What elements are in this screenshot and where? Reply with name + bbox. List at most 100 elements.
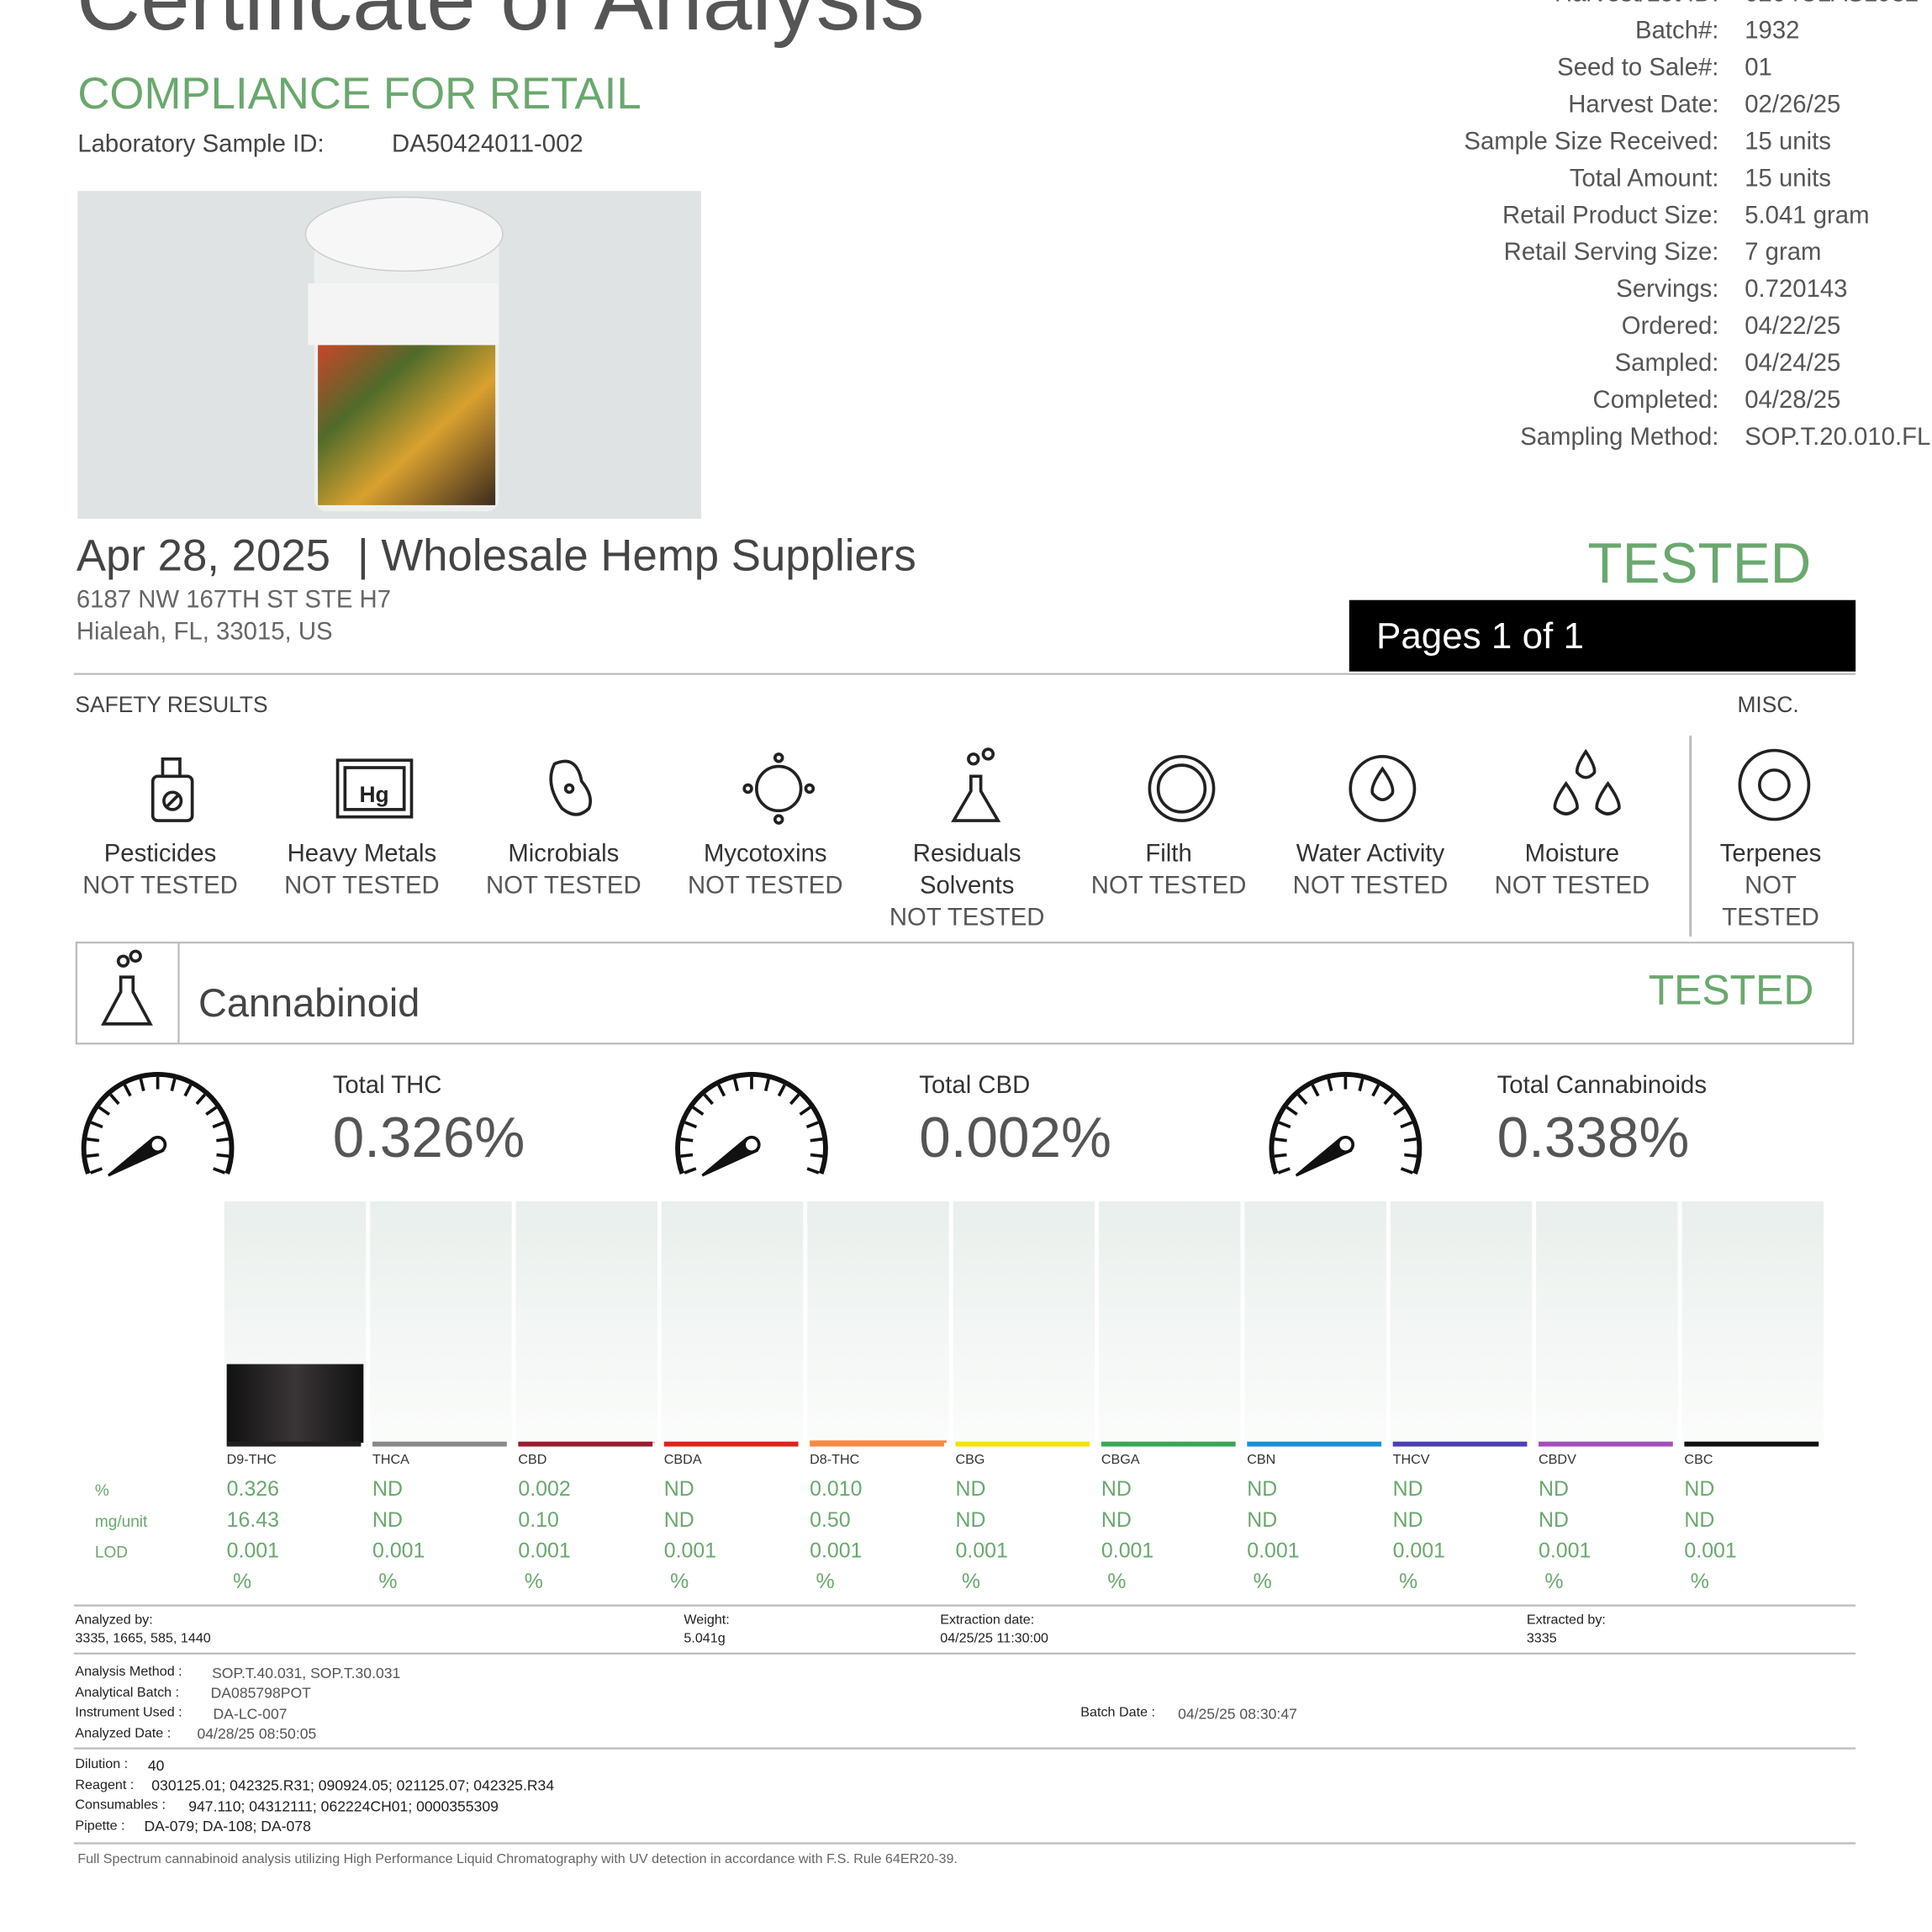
gauge-part bbox=[195, 1093, 207, 1106]
safety-icons bbox=[981, 747, 995, 761]
detail-label: Consumables : bbox=[75, 1797, 166, 1813]
detail-value: 04/25/25 11:30:00 bbox=[940, 1631, 1049, 1647]
gauge-part bbox=[87, 1137, 100, 1143]
analyte-name: CBGA bbox=[1101, 1453, 1140, 1469]
row-label: mg/unit bbox=[94, 1512, 148, 1531]
info-label: Batch#: bbox=[1635, 17, 1719, 45]
total-value: 0.326% bbox=[332, 1106, 525, 1170]
detail-value: 030125.01; 042325.R31; 090924.05; 021125… bbox=[151, 1776, 555, 1795]
info-label: Completed: bbox=[1592, 387, 1719, 414]
gauge-part bbox=[139, 1078, 145, 1092]
gauge-part bbox=[692, 1106, 705, 1116]
safety-icons bbox=[1553, 780, 1579, 816]
bar-column bbox=[953, 1201, 1095, 1444]
safety-icons bbox=[1738, 748, 1811, 821]
analyte-percent: 0.002 bbox=[518, 1476, 571, 1501]
test-status: NOT TESTED bbox=[1722, 872, 1819, 932]
analyte-name: CBN bbox=[1247, 1453, 1276, 1469]
analyte-name: D9-THC bbox=[226, 1453, 277, 1469]
section-title: Cannabinoid bbox=[198, 980, 420, 1026]
safety-item: Pesticides NOT TESTED bbox=[61, 838, 258, 902]
detail-label: Extraction date: bbox=[940, 1613, 1035, 1628]
detail-label: Instrument Used : bbox=[75, 1705, 182, 1721]
analyte-mg-unit: 0.50 bbox=[810, 1507, 851, 1532]
color-line bbox=[1392, 1441, 1528, 1447]
detail-label: Analytical Batch : bbox=[75, 1685, 180, 1701]
bar-column bbox=[1098, 1201, 1241, 1444]
info-value: 5.041 gram bbox=[1745, 202, 1870, 230]
product-photo bbox=[77, 191, 701, 520]
analyte-lod: 0.001 bbox=[1101, 1539, 1154, 1563]
detail-value: 3335, 1665, 585, 1440 bbox=[75, 1631, 211, 1647]
bar-column bbox=[1390, 1201, 1533, 1444]
gauge-part bbox=[763, 1078, 770, 1092]
safety-item: Residuals Solvents NOT TESTED bbox=[868, 838, 1065, 934]
info-label: Retail Product Size: bbox=[1502, 202, 1719, 230]
gauge-part bbox=[216, 1153, 230, 1158]
gauge-part bbox=[1269, 1072, 1423, 1175]
bar-column bbox=[807, 1201, 949, 1444]
analyte-lod-unit: % bbox=[670, 1569, 689, 1593]
test-status: NOT TESTED bbox=[82, 872, 238, 900]
test-status: NOT TESTED bbox=[486, 872, 641, 900]
bar-column bbox=[1244, 1201, 1386, 1444]
info-value: 7 gram bbox=[1745, 239, 1822, 267]
test-status: NOT TESTED bbox=[889, 904, 1045, 932]
safety-icons bbox=[1595, 780, 1621, 816]
info-value: 1932 bbox=[1745, 17, 1800, 45]
subtitle: COMPLIANCE FOR RETAIL bbox=[77, 68, 641, 119]
info-label: Sample Size Received: bbox=[1464, 128, 1719, 156]
safety-item: Mycotoxins NOT TESTED bbox=[667, 838, 863, 902]
rules bbox=[73, 673, 1856, 1845]
total-value: 0.002% bbox=[919, 1106, 1111, 1170]
info-label: Sampling Method: bbox=[1520, 424, 1719, 451]
analyte-lod: 0.001 bbox=[810, 1539, 863, 1563]
analyte-percent: ND bbox=[1684, 1476, 1715, 1501]
product-photo bbox=[308, 283, 499, 346]
label: Laboratory Sample ID: bbox=[77, 130, 325, 158]
safety-icons bbox=[150, 774, 194, 822]
address: Hialeah, FL, 33015, US bbox=[76, 618, 333, 646]
analyte-name: CBDA bbox=[663, 1453, 702, 1469]
total-label: Total Cannabinoids bbox=[1497, 1072, 1707, 1100]
gauge-part bbox=[1296, 1093, 1308, 1106]
gauge-part bbox=[680, 1137, 694, 1143]
bar-column bbox=[515, 1201, 658, 1444]
gauge-part bbox=[805, 1121, 819, 1129]
gauge-part bbox=[810, 1137, 823, 1143]
product-photo bbox=[318, 345, 496, 505]
detail-value: SOP.T.40.031, SOP.T.30.031 bbox=[212, 1664, 401, 1682]
analyte-mg-unit: ND bbox=[372, 1507, 404, 1532]
gauge-part bbox=[1327, 1078, 1333, 1092]
gauge-part bbox=[789, 1093, 800, 1106]
safety-icons bbox=[101, 975, 153, 1026]
status: TESTED bbox=[1587, 531, 1812, 596]
safety-icons bbox=[75, 747, 1855, 1045]
bar bbox=[226, 1364, 364, 1444]
gauge-part bbox=[675, 1072, 828, 1175]
color-line bbox=[1684, 1441, 1819, 1447]
detail-value: DA-LC-007 bbox=[213, 1705, 288, 1723]
safety-icons bbox=[742, 783, 753, 794]
total-label: Total CBD bbox=[919, 1072, 1031, 1100]
analyte-lod-unit: % bbox=[232, 1569, 252, 1593]
info-value: 0204CLAS1932 bbox=[1745, 0, 1919, 8]
footnote: Full Spectrum cannabinoid analysis utili… bbox=[77, 1852, 958, 1867]
analyte-percent: 0.010 bbox=[810, 1476, 863, 1501]
analyte-name: THCA bbox=[372, 1453, 409, 1469]
bar-column bbox=[1536, 1201, 1678, 1444]
gauge-part bbox=[90, 1121, 103, 1129]
gauge-part bbox=[742, 1135, 761, 1154]
color-line bbox=[518, 1441, 653, 1447]
gauge-part bbox=[86, 1153, 99, 1158]
safety-icons bbox=[951, 774, 1001, 822]
test-status: NOT TESTED bbox=[1494, 872, 1650, 900]
color-line bbox=[955, 1441, 1090, 1447]
test-name: Terpenes bbox=[1719, 840, 1822, 868]
test-name: Pesticides bbox=[103, 840, 217, 868]
analyte-lod: 0.001 bbox=[1247, 1539, 1300, 1563]
total-label: Total THC bbox=[332, 1072, 442, 1100]
gauge-part bbox=[717, 1084, 726, 1097]
safety-item: Microbials NOT TESTED bbox=[465, 838, 662, 902]
